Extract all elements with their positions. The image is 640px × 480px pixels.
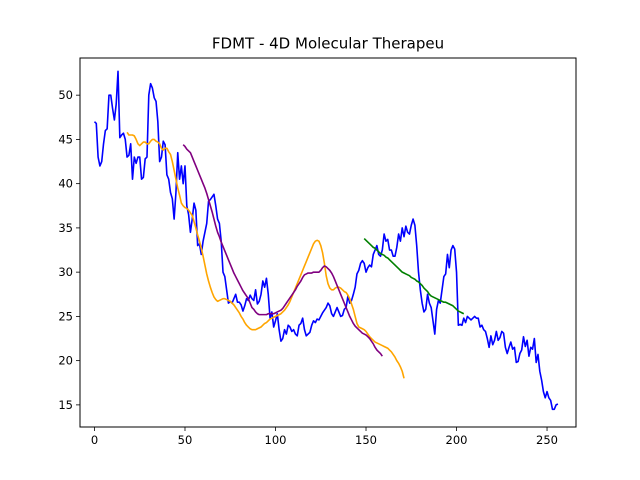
x-tick-label: 150	[355, 433, 377, 447]
y-axis: 15 20 25 30 35 40 45 50	[58, 88, 80, 412]
y-tick-label: 25	[58, 309, 73, 323]
y-tick-label: 45	[58, 132, 73, 146]
x-tick-label: 50	[178, 433, 193, 447]
chart-title: FDMT - 4D Molecular Therapeu	[212, 35, 444, 53]
y-tick-label: 50	[58, 88, 73, 102]
y-tick-label: 40	[58, 177, 73, 191]
y-tick-label: 20	[58, 354, 73, 368]
series-line-2	[126, 131, 405, 379]
x-tick-label: 0	[91, 433, 98, 447]
x-tick-label: 200	[446, 433, 468, 447]
x-tick-label: 100	[265, 433, 287, 447]
series-line-1	[93, 70, 559, 411]
series-layer	[93, 70, 559, 411]
plot-area	[80, 58, 576, 427]
x-tick-label: 250	[536, 433, 558, 447]
y-tick-label: 15	[58, 398, 73, 412]
x-axis: 0 50 100 150 200 250	[91, 427, 558, 447]
series-line-3	[182, 144, 383, 357]
y-tick-label: 30	[58, 265, 73, 279]
series-line-4	[363, 237, 465, 315]
plot-frame	[79, 57, 577, 428]
y-tick-label: 35	[58, 221, 73, 235]
